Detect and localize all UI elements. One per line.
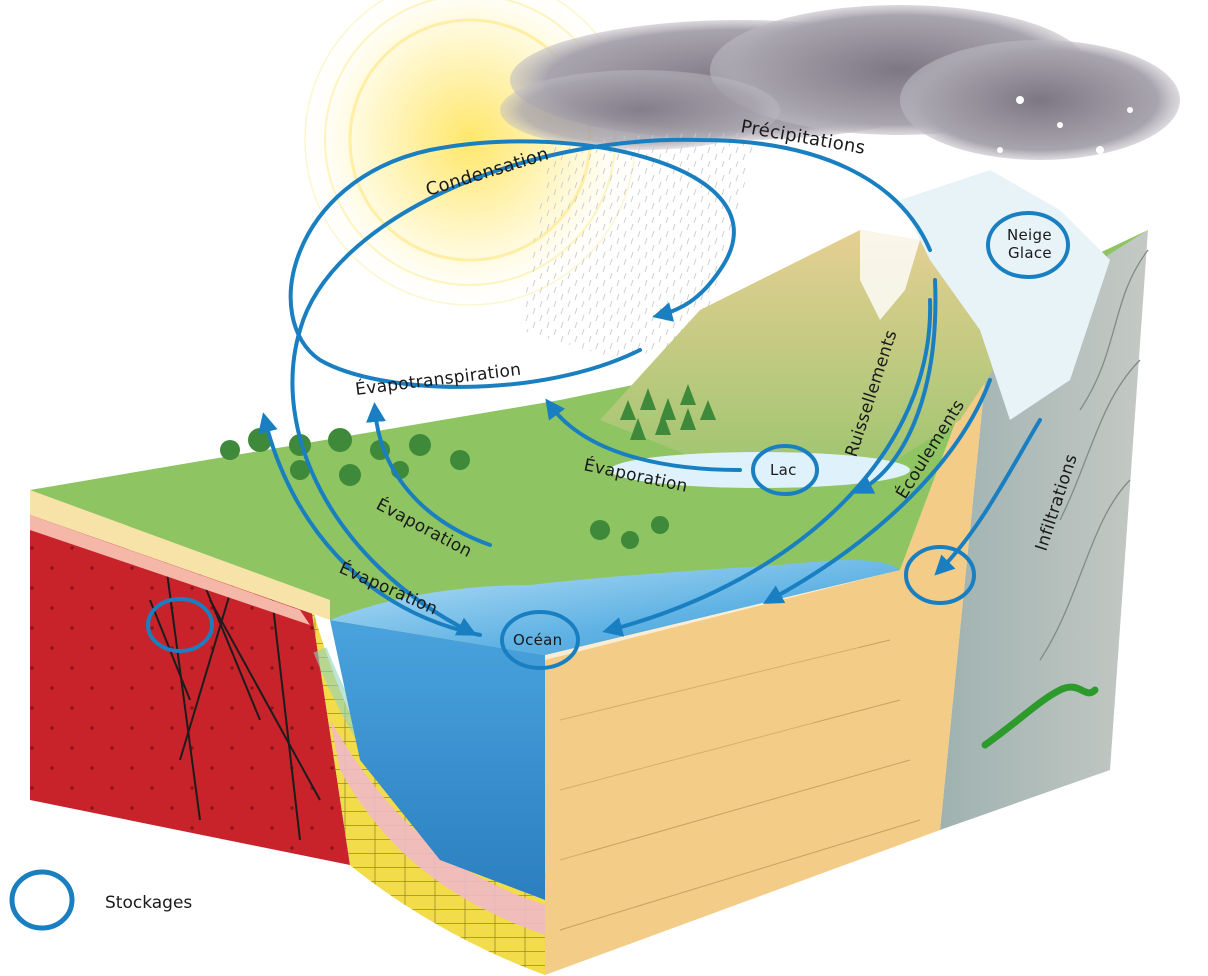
lake bbox=[610, 452, 910, 488]
storage-granite bbox=[146, 597, 214, 653]
evapotranspiration-arrow bbox=[288, 139, 736, 389]
label-lac: Lac bbox=[770, 461, 797, 479]
cloud-icon bbox=[500, 5, 1180, 160]
flow-arrows bbox=[258, 137, 1042, 637]
storage-aquifer bbox=[904, 545, 976, 605]
front-face-sandstone bbox=[545, 330, 990, 975]
condensation-arrow bbox=[290, 137, 932, 636]
infiltrations-arrow bbox=[934, 418, 1042, 576]
legend-storage-ring-icon bbox=[9, 869, 75, 931]
evaporation-land-arrow bbox=[366, 402, 492, 547]
label-evapotranspiration: Évapotranspiration bbox=[354, 358, 522, 400]
storage-lac bbox=[751, 444, 819, 496]
storage-ocean bbox=[500, 610, 580, 670]
legend-stockages: Stockages bbox=[105, 893, 192, 913]
legend: Stockages bbox=[9, 869, 192, 931]
label-neige: Neige bbox=[1007, 226, 1052, 244]
storage-neige-glace bbox=[986, 211, 1070, 279]
ruissellements-ocean-arrow bbox=[602, 298, 933, 637]
evaporation-ocean-arrow bbox=[258, 412, 482, 637]
storage-ring-icon bbox=[146, 211, 1070, 670]
label-glace: Glace bbox=[1008, 244, 1052, 262]
ocean-face bbox=[330, 620, 545, 900]
evaporation-lake-arrow bbox=[545, 398, 742, 472]
rain-area bbox=[520, 130, 760, 360]
top-surface-land bbox=[30, 230, 1148, 655]
label-ocean: Océan bbox=[513, 631, 562, 649]
ruissellements-arrow bbox=[852, 278, 938, 494]
river-green-vein bbox=[981, 683, 1099, 749]
ecoulements-arrow bbox=[762, 378, 992, 604]
